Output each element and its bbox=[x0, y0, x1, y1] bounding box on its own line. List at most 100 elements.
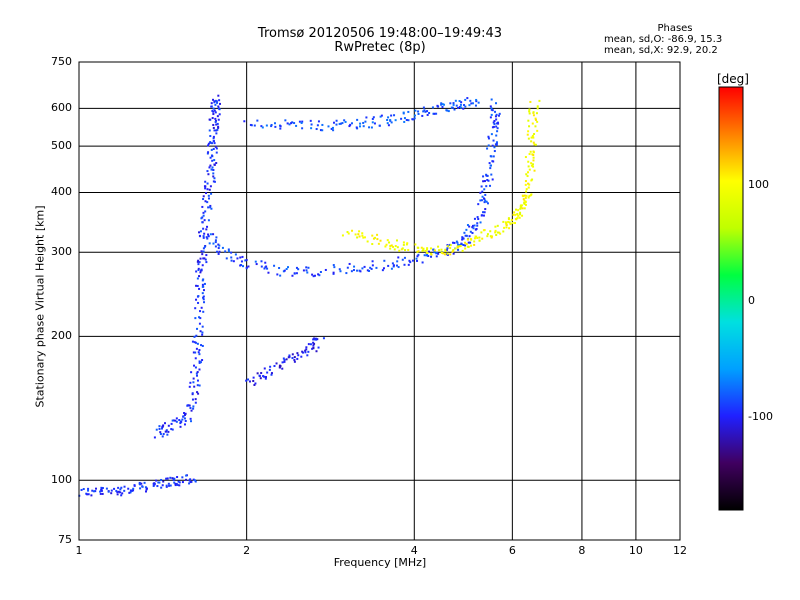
data-point bbox=[204, 200, 207, 203]
data-point bbox=[530, 140, 533, 143]
data-point bbox=[173, 481, 176, 484]
data-point bbox=[196, 379, 199, 382]
data-point bbox=[206, 225, 209, 228]
data-point bbox=[167, 430, 170, 433]
data-point bbox=[192, 407, 195, 410]
data-point bbox=[427, 254, 430, 257]
data-point bbox=[313, 337, 316, 340]
data-point bbox=[490, 236, 493, 239]
data-point bbox=[175, 420, 178, 423]
data-point bbox=[505, 223, 508, 226]
data-point bbox=[210, 148, 213, 151]
data-point bbox=[387, 264, 390, 267]
data-point bbox=[195, 270, 198, 273]
data-point bbox=[407, 263, 410, 266]
data-point bbox=[431, 106, 434, 109]
data-point bbox=[295, 266, 298, 269]
data-point bbox=[110, 492, 113, 495]
data-point bbox=[249, 123, 252, 126]
data-point bbox=[210, 192, 213, 195]
data-point bbox=[234, 253, 237, 256]
data-point bbox=[489, 105, 492, 108]
data-point bbox=[212, 137, 215, 140]
data-point bbox=[466, 238, 469, 241]
data-point bbox=[407, 110, 410, 113]
data-point bbox=[493, 119, 496, 122]
data-point bbox=[341, 234, 344, 237]
data-point bbox=[527, 182, 530, 185]
data-point bbox=[214, 117, 217, 120]
data-point bbox=[288, 123, 291, 126]
data-point bbox=[270, 123, 273, 126]
data-point bbox=[212, 126, 215, 129]
data-point bbox=[87, 489, 90, 492]
data-point bbox=[396, 246, 399, 249]
data-point bbox=[437, 245, 440, 248]
data-point bbox=[473, 243, 476, 246]
data-point bbox=[530, 162, 533, 165]
data-point bbox=[425, 254, 428, 257]
data-point bbox=[491, 144, 494, 147]
data-point bbox=[480, 199, 483, 202]
data-point bbox=[536, 129, 539, 132]
data-point bbox=[129, 489, 132, 492]
data-point bbox=[190, 420, 193, 423]
data-point bbox=[208, 242, 211, 245]
data-point bbox=[160, 478, 163, 481]
data-point bbox=[291, 274, 294, 277]
data-point bbox=[296, 352, 299, 355]
data-point bbox=[378, 124, 381, 127]
data-point bbox=[205, 236, 208, 239]
data-point bbox=[212, 135, 215, 138]
data-point bbox=[121, 492, 124, 495]
data-point bbox=[488, 162, 491, 165]
data-point bbox=[527, 119, 530, 122]
data-point bbox=[206, 170, 209, 173]
data-point bbox=[217, 125, 220, 128]
data-point bbox=[218, 113, 221, 116]
data-point bbox=[322, 337, 325, 340]
data-point bbox=[481, 237, 484, 240]
data-point bbox=[178, 419, 181, 422]
data-point bbox=[519, 205, 522, 208]
data-point bbox=[429, 247, 432, 250]
data-point bbox=[380, 114, 383, 117]
data-point bbox=[440, 248, 443, 251]
data-point bbox=[117, 490, 120, 493]
data-point bbox=[514, 222, 517, 225]
data-point bbox=[376, 233, 379, 236]
data-point bbox=[202, 289, 205, 292]
data-point bbox=[361, 267, 364, 270]
data-point bbox=[194, 317, 197, 320]
data-point bbox=[217, 94, 220, 97]
data-point bbox=[99, 492, 102, 495]
data-point bbox=[301, 350, 304, 353]
data-point bbox=[462, 107, 465, 110]
data-point bbox=[101, 487, 104, 490]
data-point bbox=[209, 141, 212, 144]
data-point bbox=[283, 269, 286, 272]
data-point bbox=[188, 385, 191, 388]
data-point bbox=[278, 366, 281, 369]
data-point bbox=[197, 259, 200, 262]
data-point bbox=[485, 174, 488, 177]
data-point bbox=[107, 490, 110, 493]
data-point bbox=[208, 188, 211, 191]
data-point bbox=[202, 236, 205, 239]
data-point bbox=[82, 488, 85, 491]
data-point bbox=[199, 257, 202, 260]
data-point bbox=[155, 479, 158, 482]
data-point bbox=[120, 494, 123, 497]
data-point bbox=[477, 203, 480, 206]
data-point bbox=[414, 109, 417, 112]
data-point bbox=[491, 126, 494, 129]
data-point bbox=[381, 269, 384, 272]
data-point bbox=[288, 355, 291, 358]
data-point bbox=[215, 151, 218, 154]
data-point bbox=[202, 250, 205, 253]
data-point bbox=[311, 347, 314, 350]
data-point bbox=[359, 122, 362, 125]
data-point bbox=[205, 192, 208, 195]
data-point bbox=[206, 188, 209, 191]
data-point bbox=[253, 383, 256, 386]
